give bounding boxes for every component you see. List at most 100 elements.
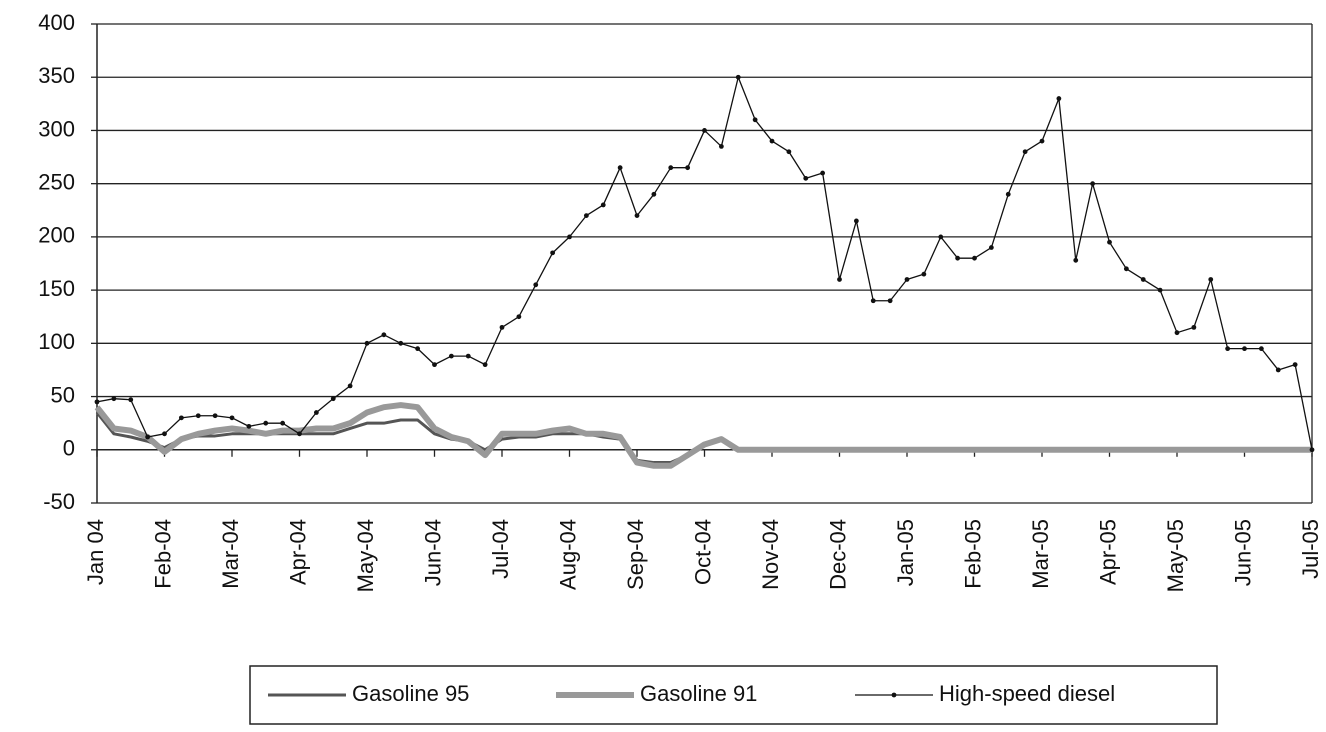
point-marker <box>718 144 724 149</box>
x-tick-label: Jan-05 <box>893 519 918 586</box>
point-marker <box>1225 346 1231 352</box>
point-marker <box>1140 277 1146 282</box>
x-tick-label: Feb-04 <box>150 519 175 589</box>
x-tick-label: Sep-04 <box>623 519 648 590</box>
point-marker <box>381 332 387 338</box>
point-marker <box>634 213 640 219</box>
point-marker <box>1174 330 1180 336</box>
y-tick-label: 200 <box>38 223 75 248</box>
x-tick-label: Feb-05 <box>960 519 985 589</box>
point-marker <box>921 271 927 277</box>
point-marker <box>1039 138 1045 144</box>
y-tick-label: 100 <box>38 329 75 354</box>
point-marker <box>94 399 100 405</box>
point-marker <box>617 165 623 171</box>
point-marker <box>938 234 944 240</box>
point-marker <box>533 282 539 288</box>
point-marker <box>1258 346 1264 352</box>
x-tick-label: May-04 <box>353 519 378 592</box>
point-marker <box>111 396 117 402</box>
point-marker <box>415 346 421 352</box>
point-marker <box>769 138 775 144</box>
point-marker <box>1022 149 1028 155</box>
point-marker <box>1056 96 1062 101</box>
x-tick-label: Aug-04 <box>555 519 580 590</box>
x-tick-label: Dec-04 <box>825 519 850 590</box>
point-marker <box>651 191 657 197</box>
point-marker <box>1208 277 1214 282</box>
point-marker <box>820 170 826 176</box>
point-marker <box>702 128 707 133</box>
point-marker <box>1292 362 1298 368</box>
point-marker <box>668 165 674 171</box>
x-tick-label: Mar-04 <box>218 519 243 589</box>
point-marker <box>330 396 336 402</box>
point-marker <box>972 255 977 261</box>
point-marker <box>516 314 522 320</box>
x-tick-label: Jun-04 <box>420 519 445 586</box>
point-marker <box>685 165 691 171</box>
point-marker <box>1005 191 1011 197</box>
point-marker <box>246 423 252 429</box>
point-marker <box>1275 367 1281 373</box>
point-marker <box>229 415 235 421</box>
point-marker <box>128 397 134 403</box>
point-marker <box>297 431 302 437</box>
point-marker <box>955 255 961 261</box>
point-marker <box>263 420 269 426</box>
x-tick-label: Jul-05 <box>1298 519 1323 579</box>
point-marker <box>1157 287 1163 293</box>
point-marker <box>364 340 370 346</box>
point-marker <box>1242 346 1247 352</box>
x-tick-label: Jul-04 <box>488 519 513 579</box>
point-marker <box>465 353 471 359</box>
point-marker <box>162 431 167 437</box>
point-marker <box>1107 239 1112 245</box>
y-tick-label: 50 <box>51 382 75 407</box>
y-tick-label: 250 <box>38 169 75 194</box>
series-line <box>94 402 1312 469</box>
y-tick-label: 350 <box>38 63 75 88</box>
legend-marker <box>891 692 897 698</box>
x-tick-label: Jun-05 <box>1230 519 1255 586</box>
point-marker <box>853 218 859 224</box>
point-marker <box>904 277 910 282</box>
point-marker <box>887 298 893 304</box>
point-marker <box>347 383 353 389</box>
point-marker <box>432 362 437 368</box>
legend-label: High-speed diesel <box>939 681 1115 706</box>
point-marker <box>448 353 454 359</box>
y-tick-label: 300 <box>38 116 75 141</box>
point-marker <box>600 202 606 208</box>
point-marker <box>178 415 184 421</box>
x-tick-label: Jan 04 <box>83 519 108 585</box>
point-marker <box>735 74 741 80</box>
point-marker <box>550 250 556 256</box>
x-tick-label: Mar-05 <box>1028 519 1053 589</box>
point-marker <box>482 362 488 368</box>
point-marker <box>1309 447 1315 453</box>
point-marker <box>567 234 572 240</box>
point-marker <box>583 213 589 219</box>
point-marker <box>870 298 876 304</box>
point-marker <box>988 245 994 250</box>
x-tick-label: May-05 <box>1163 519 1188 592</box>
point-marker <box>1073 257 1079 263</box>
y-tick-label: 150 <box>38 276 75 301</box>
point-marker <box>803 175 809 181</box>
point-marker <box>752 117 758 123</box>
y-tick-label: 0 <box>63 436 75 461</box>
point-marker <box>1123 266 1129 272</box>
y-tick-label: 400 <box>38 10 75 35</box>
point-marker <box>313 410 319 415</box>
point-marker <box>195 413 201 419</box>
point-marker <box>786 149 792 155</box>
point-marker <box>280 420 286 426</box>
legend-box <box>249 665 1218 725</box>
y-tick-label: -50 <box>43 489 75 514</box>
point-marker <box>212 413 218 419</box>
x-tick-label: Oct-04 <box>690 519 715 585</box>
x-tick-label: Apr-04 <box>285 519 310 585</box>
x-tick-label: Nov-04 <box>758 519 783 590</box>
